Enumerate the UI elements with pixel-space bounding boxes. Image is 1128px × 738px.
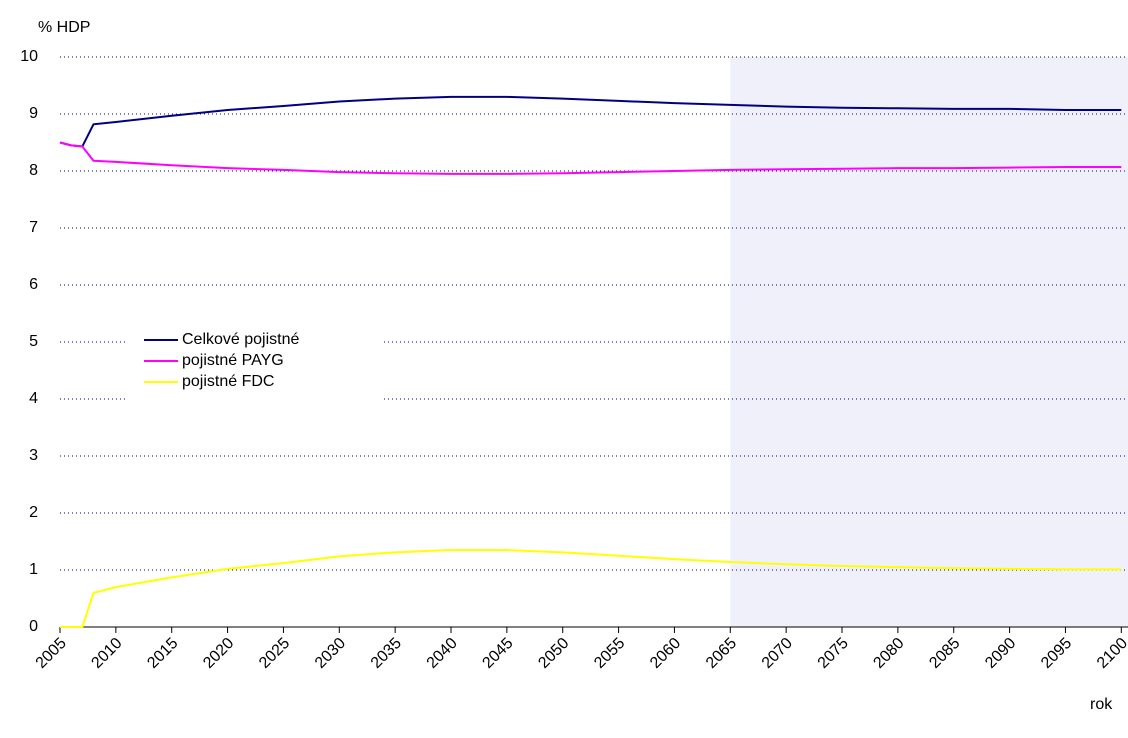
y-tick-label: 7 [29, 219, 38, 236]
x-tick-label: 2095 [1038, 635, 1075, 672]
legend-label: Celkové pojistné [182, 331, 300, 348]
x-tick-label: 2085 [926, 635, 963, 672]
x-tick-label: 2020 [200, 635, 237, 672]
y-tick-label: 5 [29, 333, 38, 350]
y-tick-label: 1 [29, 561, 38, 578]
x-tick-label: 2035 [368, 635, 405, 672]
x-tick-label: 2015 [144, 635, 181, 672]
x-axis-label: rok [1090, 696, 1113, 713]
x-tick-label: 2080 [870, 635, 907, 672]
legend-label: pojistné PAYG [182, 352, 284, 369]
x-tick-label: 2040 [424, 635, 461, 672]
legend-box [128, 325, 384, 407]
x-tick-label: 2065 [703, 635, 740, 672]
y-tick-label: 4 [29, 390, 38, 407]
x-tick-label: 2005 [33, 635, 70, 672]
y-axis-label: % HDP [38, 19, 90, 36]
x-tick-label: 2010 [88, 635, 125, 672]
y-tick-label: 10 [20, 48, 38, 65]
x-tick-label: 2050 [535, 635, 572, 672]
x-tick-label: 2075 [815, 635, 852, 672]
x-tick-label: 2060 [647, 635, 684, 672]
x-tick-label: 2055 [591, 635, 628, 672]
x-tick-label: 2030 [312, 635, 349, 672]
series-line [60, 549, 1122, 628]
y-tick-label: 8 [29, 162, 38, 179]
y-tick-label: 3 [29, 447, 38, 464]
series-line [59, 141, 1122, 175]
series-line [59, 95, 1122, 148]
y-tick-label: 9 [29, 105, 38, 122]
x-tick-label: 2025 [256, 635, 293, 672]
y-tick-label: 0 [29, 618, 38, 635]
x-tick-label: 2045 [479, 635, 516, 672]
x-tick-label: 2100 [1094, 635, 1128, 672]
y-tick-label: 6 [29, 276, 38, 293]
y-tick-label: 2 [29, 504, 38, 521]
legend-label: pojistné FDC [182, 373, 274, 390]
x-tick-label: 2090 [982, 635, 1019, 672]
x-tick-label: 2070 [759, 635, 796, 672]
